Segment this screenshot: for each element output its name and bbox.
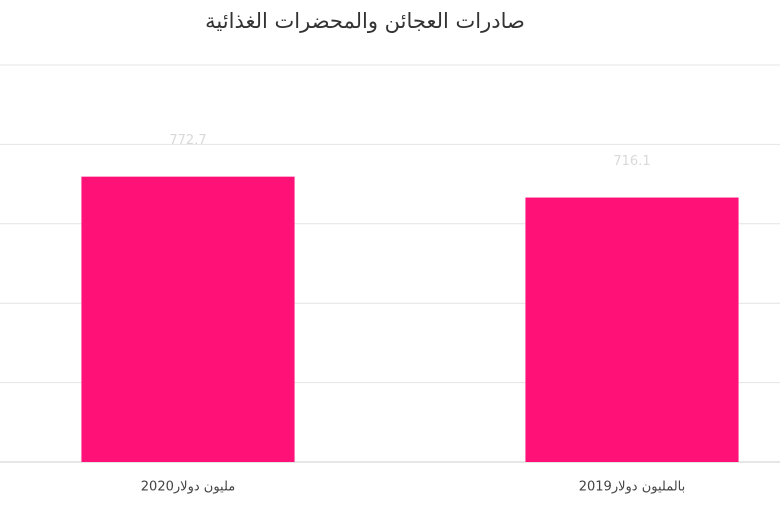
value-label: 772.7 <box>169 133 206 148</box>
x-tick-label: بالمليون دولار2019 <box>579 480 686 495</box>
x-tick-label: مليون دولار2020 <box>141 480 235 495</box>
bar <box>81 176 295 463</box>
chart-title: صادرات العجائن والمحضرات الغذائية <box>205 9 525 33</box>
value-label: 716.1 <box>613 154 650 169</box>
bar <box>525 197 739 462</box>
